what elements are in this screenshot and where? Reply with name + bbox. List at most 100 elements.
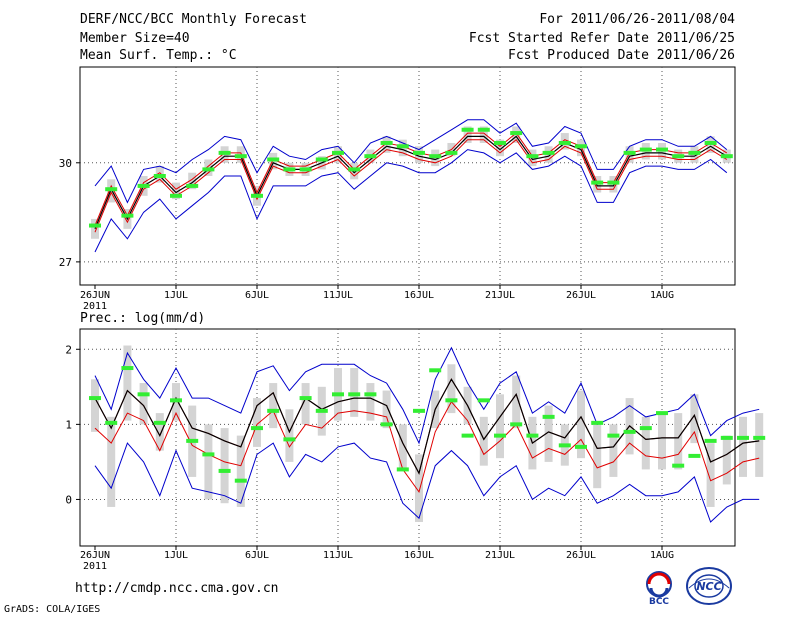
panel2-marker <box>656 411 668 416</box>
panel2-marker <box>591 420 604 425</box>
panel2-box <box>139 383 148 425</box>
header-right-line-3: Fcst Produced Date 2011/06/26 <box>508 48 735 63</box>
panel2-box <box>755 413 764 477</box>
panel1-box <box>496 139 504 157</box>
panel2-marker <box>315 408 328 413</box>
panel2-xtick-label: 1JUL <box>164 550 188 561</box>
panel2-marker <box>121 366 134 371</box>
panel1-box <box>479 126 488 143</box>
panel2-frame <box>79 328 736 547</box>
footer-url[interactable]: http://cmdp.ncc.cma.gov.cn <box>75 581 279 596</box>
panel1-marker <box>704 140 717 145</box>
panel2-xyear-label: 2011 <box>83 561 107 572</box>
header-left-line-2: Member Size=40 <box>80 31 190 46</box>
panel2-box <box>690 394 699 444</box>
panel2-marker <box>153 420 166 425</box>
panel1-marker <box>720 154 733 159</box>
panel2-marker <box>672 463 685 468</box>
panel2-box <box>220 428 229 504</box>
panel1-marker <box>494 140 506 145</box>
panel2-marker <box>623 429 636 434</box>
panel2-marker <box>704 438 717 443</box>
panel1-marker <box>413 150 425 155</box>
panel1-marker <box>299 167 312 172</box>
panel2-box <box>722 435 731 485</box>
panel1-xtick-label: 26JUL <box>566 290 596 301</box>
panel2-box <box>253 398 261 447</box>
panel2-marker <box>688 453 701 458</box>
panel1-marker <box>526 154 539 159</box>
panel1-marker <box>121 213 134 218</box>
panel2-marker <box>105 420 118 425</box>
ncc-logo-label: NCC <box>696 580 721 593</box>
panel2-box <box>382 390 391 429</box>
panel2-box <box>512 375 521 429</box>
panel2-marker <box>558 443 571 448</box>
panel2-box <box>593 424 602 489</box>
panel2-line-mean <box>94 378 760 475</box>
panel2-box <box>447 364 456 414</box>
panel2-marker <box>607 433 620 438</box>
panel2-marker <box>639 426 652 431</box>
panel1-marker <box>348 167 361 172</box>
panel2-box <box>366 383 375 421</box>
panel2-marker <box>510 422 523 427</box>
panel2-xtick-label: 26JUL <box>566 550 596 561</box>
panel2-box <box>609 424 618 477</box>
panel1-marker <box>153 174 166 178</box>
panel2-ytick-label: 1 <box>65 418 72 431</box>
panel1-marker <box>656 147 668 152</box>
grads-credit: GrADS: COLA/IGES <box>4 604 101 615</box>
panel2-box <box>155 413 164 451</box>
panel2-marker <box>348 392 361 397</box>
panel1-ytick-label: 30 <box>59 157 72 170</box>
panel1-xtick-label: 21JUL <box>485 290 515 301</box>
panel2-box <box>739 416 747 477</box>
panel2-ytick-label: 0 <box>65 493 72 506</box>
panel1-xtick-label: 1AUG <box>650 290 674 301</box>
panel2-line-blue-min <box>94 442 760 523</box>
panel2-line-blue-max <box>94 346 760 445</box>
panel2-marker <box>234 478 247 483</box>
panel2-marker <box>720 435 733 440</box>
panel2-marker <box>267 408 280 413</box>
panel1-marker <box>267 157 280 162</box>
panel2-marker <box>737 435 749 440</box>
panel2-marker <box>186 438 199 443</box>
panel2-marker <box>202 452 215 457</box>
bcc-logo-icon: BCC <box>646 571 672 606</box>
panel1-box <box>188 172 197 190</box>
panel1-marker <box>639 147 652 152</box>
panel1-marker <box>558 140 571 145</box>
panel2-marker <box>364 392 377 397</box>
panel2-marker <box>251 426 263 431</box>
panel1-line-mean <box>94 135 728 230</box>
panel1-marker <box>607 180 620 185</box>
panel1-xtick-label: 16JUL <box>404 290 434 301</box>
panel1-marker <box>380 140 393 145</box>
panel1-marker <box>688 150 701 155</box>
panel1-marker <box>396 144 409 149</box>
ncc-logo-icon: NCC <box>686 567 732 605</box>
panel1-line-blue-min <box>94 149 728 253</box>
panel2-box <box>107 416 116 507</box>
panel2-marker <box>380 422 393 427</box>
panel2-marker <box>299 396 312 401</box>
panel2-box <box>204 424 213 500</box>
header-left-line-1: DERF/NCC/BCC Monthly Forecast <box>80 12 307 27</box>
panel1-marker <box>364 154 377 159</box>
panel2-ytick-label: 2 <box>65 343 72 356</box>
panel2-box <box>577 390 585 459</box>
panel1-marker <box>672 154 685 159</box>
panel1-marker <box>283 167 296 172</box>
panel2-marker <box>494 433 506 438</box>
panel1-marker <box>477 127 490 132</box>
panel1-marker <box>170 193 182 198</box>
panel2-box <box>91 379 99 432</box>
panel2-marker <box>170 398 182 403</box>
panel1-marker <box>542 150 555 155</box>
panel2-marker <box>429 368 442 373</box>
panel1-marker <box>591 180 604 185</box>
panel1-marker <box>429 154 442 159</box>
panel2-xtick-label: 6JUL <box>245 550 269 561</box>
